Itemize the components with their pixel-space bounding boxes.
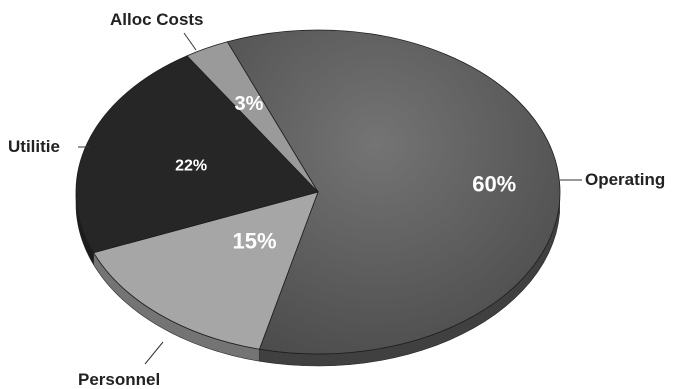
slice-label: Personnel (78, 370, 160, 389)
value-label: 3% (234, 93, 263, 115)
value-label: 22% (175, 158, 207, 175)
leader-line (184, 33, 196, 50)
leader-line (145, 342, 163, 364)
value-label: 15% (232, 229, 276, 254)
slice-label: Operating (585, 170, 665, 189)
value-label: 60% (472, 171, 516, 196)
slice-label: Utilitie (8, 137, 60, 156)
slice-label: Alloc Costs (110, 10, 204, 29)
